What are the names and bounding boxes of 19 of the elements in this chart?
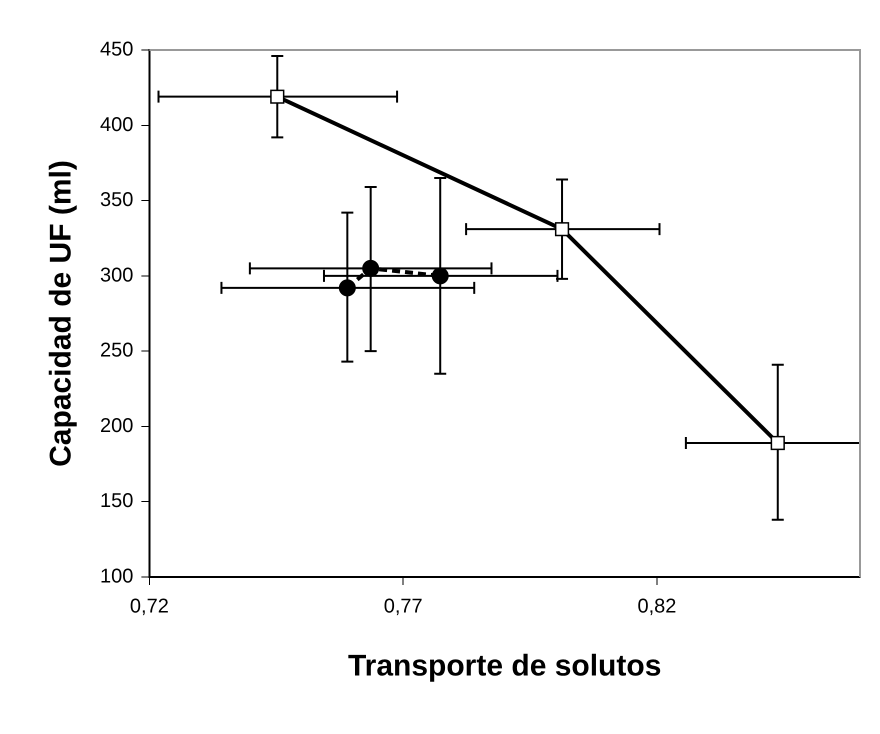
y-tick-label: 150	[100, 490, 134, 512]
x-tick-label: 0,77	[384, 596, 423, 618]
y-tick-label: 400	[100, 114, 134, 136]
point	[338, 279, 356, 296]
y-tick-label: 200	[100, 414, 134, 437]
point	[770, 436, 785, 450]
point	[432, 267, 449, 284]
x-tick-label: 0,72	[130, 596, 169, 618]
y-axis-title: Capacidad de UF (ml)	[44, 160, 78, 467]
point	[554, 222, 570, 236]
y-tick-label: 450	[100, 38, 134, 61]
y-tick-label: 250	[100, 340, 134, 362]
point	[362, 260, 380, 277]
point	[270, 90, 284, 104]
y-tick-label: 350	[100, 189, 134, 212]
x-axis-title: Transporte de solutos	[348, 649, 662, 682]
y-tick-label: 100	[100, 566, 134, 588]
x-tick-label: 0,82	[637, 596, 676, 618]
y-tick-label: 300	[100, 264, 134, 286]
